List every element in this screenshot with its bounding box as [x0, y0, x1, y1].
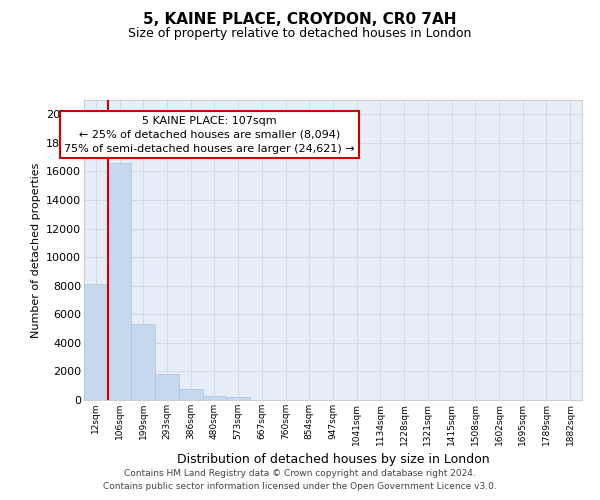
Bar [108, 163, 131, 400]
Text: 5 KAINE PLACE: 107sqm
← 25% of detached houses are smaller (8,094)
75% of semi-d: 5 KAINE PLACE: 107sqm ← 25% of detached … [64, 116, 355, 154]
X-axis label: Distribution of detached houses by size in London: Distribution of detached houses by size … [176, 453, 490, 466]
Bar [155, 374, 179, 400]
Bar [131, 324, 155, 400]
Bar [226, 397, 250, 400]
Text: Size of property relative to detached houses in London: Size of property relative to detached ho… [128, 28, 472, 40]
Bar [179, 390, 203, 400]
Text: 5, KAINE PLACE, CROYDON, CR0 7AH: 5, KAINE PLACE, CROYDON, CR0 7AH [143, 12, 457, 28]
Text: Contains HM Land Registry data © Crown copyright and database right 2024.: Contains HM Land Registry data © Crown c… [124, 468, 476, 477]
Bar [84, 284, 108, 400]
Text: Contains public sector information licensed under the Open Government Licence v3: Contains public sector information licen… [103, 482, 497, 491]
Y-axis label: Number of detached properties: Number of detached properties [31, 162, 41, 338]
Bar [203, 396, 226, 400]
